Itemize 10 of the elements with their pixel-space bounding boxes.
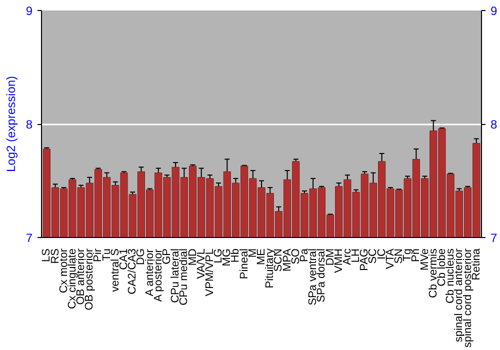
y2-tick-label: 8 xyxy=(490,118,498,132)
y2-tick-label: 7 xyxy=(490,231,498,245)
x-tick-label: A posterior xyxy=(152,248,164,302)
y-tick-label: 8 xyxy=(26,118,33,132)
x-tick-label: Tg xyxy=(402,248,414,262)
y-tick-label: 9 xyxy=(26,4,33,18)
y2-tick-label: 9 xyxy=(490,4,498,18)
y-tick-label: 7 xyxy=(26,231,33,245)
x-tick-label: RS xyxy=(49,248,62,264)
y-axis-title: Log2 (expression) xyxy=(4,76,18,172)
